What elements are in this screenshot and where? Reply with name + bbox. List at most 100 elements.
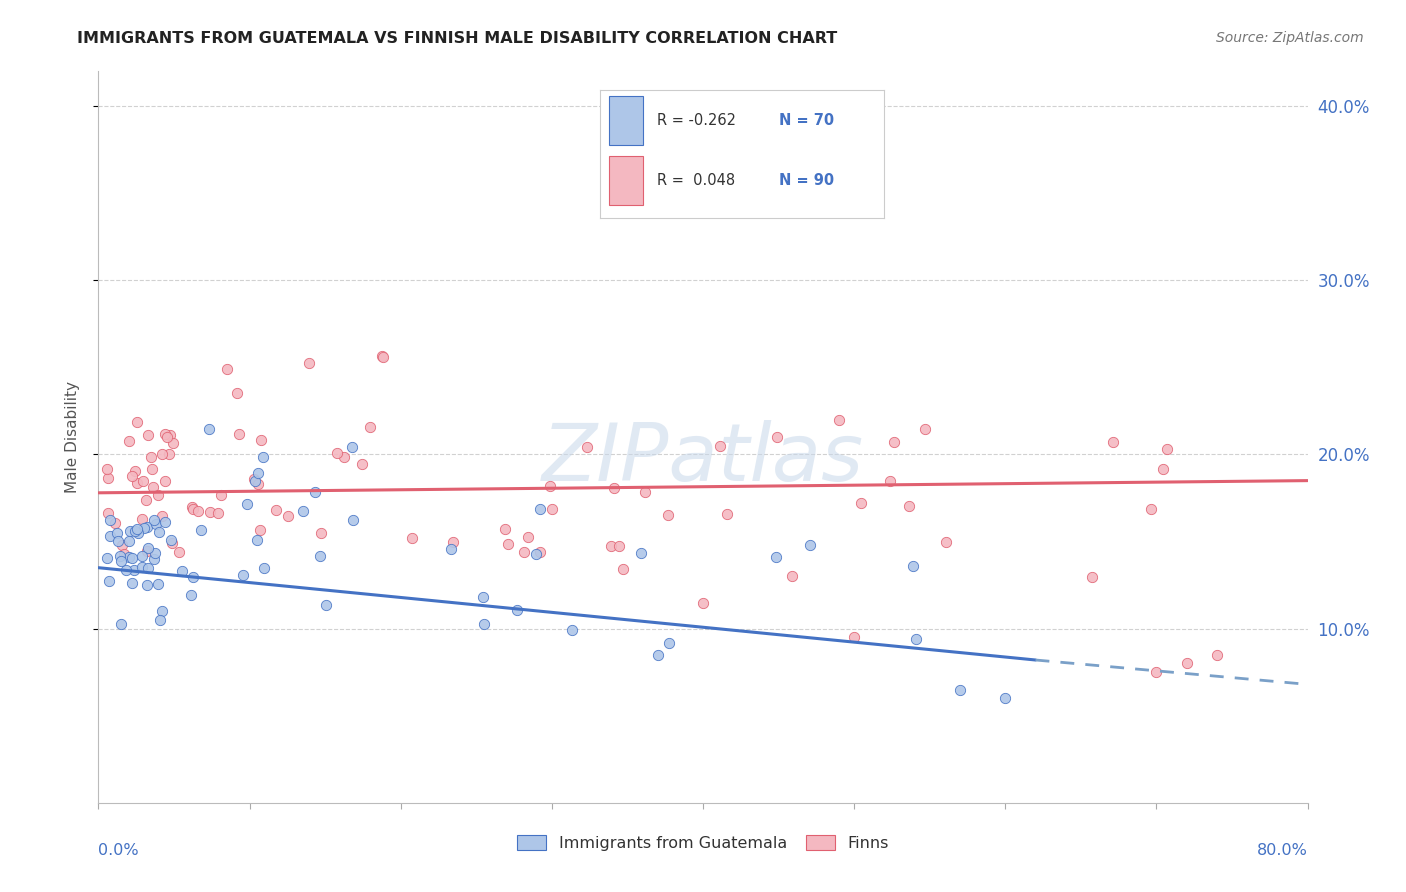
Y-axis label: Male Disability: Male Disability	[65, 381, 80, 493]
Point	[249, 433, 271, 447]
Point	[228, 427, 250, 442]
Point	[935, 534, 957, 549]
Point	[1156, 442, 1178, 456]
Point	[851, 496, 873, 510]
Point	[124, 563, 146, 577]
Point	[136, 541, 159, 556]
Point	[264, 503, 287, 517]
Point	[828, 413, 851, 427]
Point	[162, 435, 184, 450]
Point	[236, 497, 259, 511]
Point	[162, 536, 184, 550]
Point	[215, 362, 238, 376]
Point	[138, 561, 160, 575]
Point	[496, 537, 519, 551]
Text: IMMIGRANTS FROM GUATEMALA VS FINNISH MALE DISABILITY CORRELATION CHART: IMMIGRANTS FROM GUATEMALA VS FINNISH MAL…	[77, 31, 838, 46]
Point	[96, 550, 118, 565]
Point	[131, 511, 153, 525]
Point	[96, 462, 118, 476]
Point	[246, 466, 269, 480]
Point	[949, 682, 972, 697]
Point	[225, 385, 247, 400]
Point	[187, 504, 209, 518]
Point	[600, 539, 623, 553]
Point	[898, 499, 921, 513]
Point	[152, 508, 174, 523]
Point	[315, 598, 337, 612]
Point	[243, 471, 266, 485]
Point	[96, 471, 118, 485]
Point	[148, 524, 170, 539]
Point	[141, 462, 163, 476]
Point	[716, 507, 738, 521]
Point	[472, 617, 495, 632]
Point	[209, 488, 232, 502]
Text: 0.0%: 0.0%	[98, 843, 139, 858]
Point	[1144, 665, 1167, 680]
Point	[657, 508, 679, 523]
Point	[529, 502, 551, 516]
Point	[333, 450, 356, 464]
Point	[117, 434, 139, 448]
Point	[1175, 657, 1198, 671]
Point	[136, 428, 159, 442]
Point	[1206, 648, 1229, 662]
Point	[111, 538, 134, 552]
Point	[108, 549, 131, 563]
Point	[252, 450, 274, 465]
Point	[139, 450, 162, 464]
Point	[183, 501, 205, 516]
Point	[127, 476, 149, 491]
Point	[98, 574, 121, 588]
Point	[782, 568, 804, 582]
Point	[373, 351, 395, 365]
Point	[131, 549, 153, 563]
Point	[603, 481, 626, 495]
Point	[156, 430, 179, 444]
Point	[350, 457, 373, 471]
Point	[150, 447, 173, 461]
Point	[443, 535, 465, 549]
Point	[155, 515, 177, 529]
Point	[246, 477, 269, 491]
Point	[124, 524, 146, 538]
Point	[142, 481, 165, 495]
Point	[612, 562, 634, 576]
Point	[136, 544, 159, 558]
Point	[371, 349, 394, 363]
Point	[136, 520, 159, 534]
Point	[506, 603, 529, 617]
Point	[658, 636, 681, 650]
Point	[150, 604, 173, 618]
Point	[359, 420, 381, 434]
Point	[207, 507, 229, 521]
Point	[110, 616, 132, 631]
Point	[118, 524, 141, 539]
Point	[124, 464, 146, 478]
Point	[634, 484, 657, 499]
Point	[243, 474, 266, 488]
Point	[709, 439, 731, 453]
Point	[198, 422, 221, 436]
Point	[524, 548, 547, 562]
Text: 80.0%: 80.0%	[1257, 843, 1308, 858]
Point	[692, 595, 714, 609]
Point	[131, 560, 153, 574]
Point	[127, 525, 149, 540]
Point	[135, 493, 157, 508]
Point	[127, 522, 149, 536]
Point	[160, 533, 183, 547]
Point	[277, 508, 299, 523]
Point	[121, 468, 143, 483]
Legend: Immigrants from Guatemala, Finns: Immigrants from Guatemala, Finns	[510, 828, 896, 857]
Point	[143, 546, 166, 560]
Point	[118, 534, 141, 549]
Point	[148, 488, 170, 502]
Point	[190, 523, 212, 537]
Point	[630, 546, 652, 560]
Point	[304, 484, 326, 499]
Point	[98, 513, 121, 527]
Point	[159, 427, 181, 442]
Point	[167, 544, 190, 558]
Point	[901, 559, 924, 574]
